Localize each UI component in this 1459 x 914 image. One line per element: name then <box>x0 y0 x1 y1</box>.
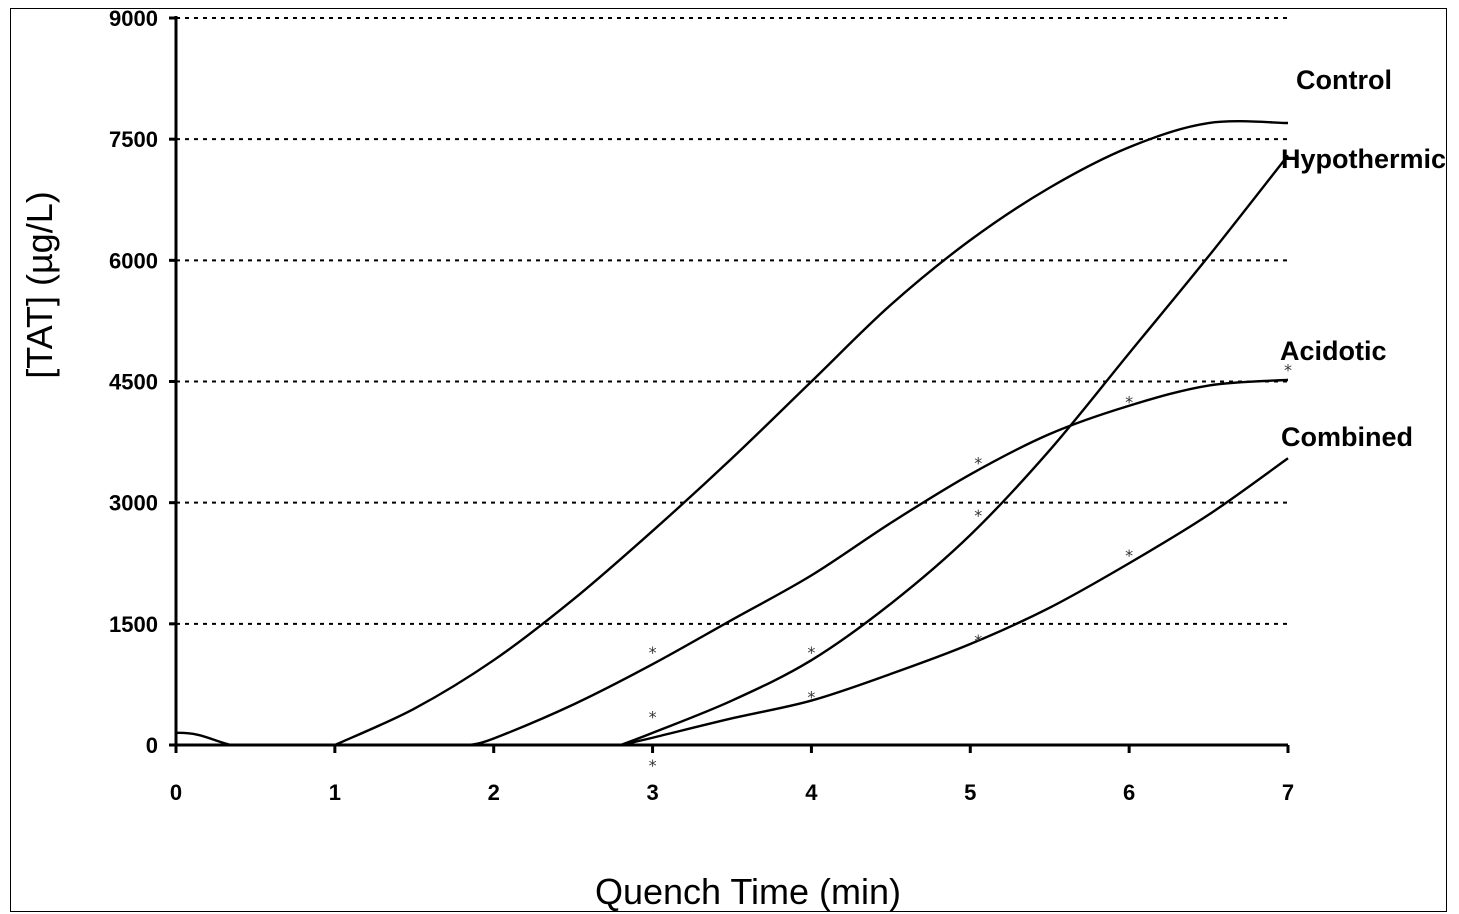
marker-layer: * * * * * * * * * * * <box>649 360 1292 775</box>
x-tick-label: 4 <box>805 780 818 805</box>
y-axis-title: [TAT] (µg/L) <box>19 191 60 378</box>
label-layer: 0 1500 3000 4500 6000 7500 9000 0 1 2 3 4 5 6 7 Control… <box>109 6 1446 805</box>
axes-layer <box>169 16 1290 753</box>
significance-marker: * <box>974 506 982 525</box>
origin-bump <box>175 731 232 747</box>
y-tick-label: 3000 <box>109 491 158 516</box>
series-label: Hypothermic <box>1281 144 1446 174</box>
significance-marker: * <box>974 631 982 650</box>
significance-marker: * <box>1125 546 1133 565</box>
significance-marker: * <box>649 643 657 662</box>
grid-layer <box>176 17 1288 625</box>
x-tick-label: 7 <box>1282 780 1294 805</box>
x-tick-label: 3 <box>646 780 658 805</box>
x-tick-label: 6 <box>1123 780 1135 805</box>
series-line-acidotic <box>176 378 1289 747</box>
y-tick-label: 6000 <box>109 248 158 273</box>
significance-marker: * <box>807 688 815 707</box>
y-tick-label: 7500 <box>109 127 158 152</box>
series-line-combined <box>176 457 1289 747</box>
significance-marker: * <box>974 453 982 472</box>
x-tick-label: 5 <box>964 780 976 805</box>
significance-marker: * <box>649 756 657 775</box>
series-label: Control <box>1296 65 1392 95</box>
significance-marker: * <box>649 708 657 727</box>
series-line-control <box>176 120 1289 747</box>
x-tick-label: 2 <box>488 780 500 805</box>
y-tick-label: 1500 <box>109 612 158 637</box>
series-label: Acidotic <box>1280 336 1387 366</box>
significance-marker: * <box>1284 360 1292 379</box>
curve-layer <box>175 120 1289 747</box>
y-tick-label: 9000 <box>109 6 158 31</box>
x-axis-title: Quench Time (min) <box>595 871 901 912</box>
y-tick-label: 4500 <box>109 370 158 395</box>
series-label: Combined <box>1281 422 1413 452</box>
x-tick-label: 1 <box>329 780 341 805</box>
x-tick-label: 0 <box>170 780 182 805</box>
series-line-hypothermic <box>176 154 1289 747</box>
significance-marker: * <box>1125 393 1133 412</box>
significance-marker: * <box>807 643 815 662</box>
y-tick-label: 0 <box>146 733 158 758</box>
